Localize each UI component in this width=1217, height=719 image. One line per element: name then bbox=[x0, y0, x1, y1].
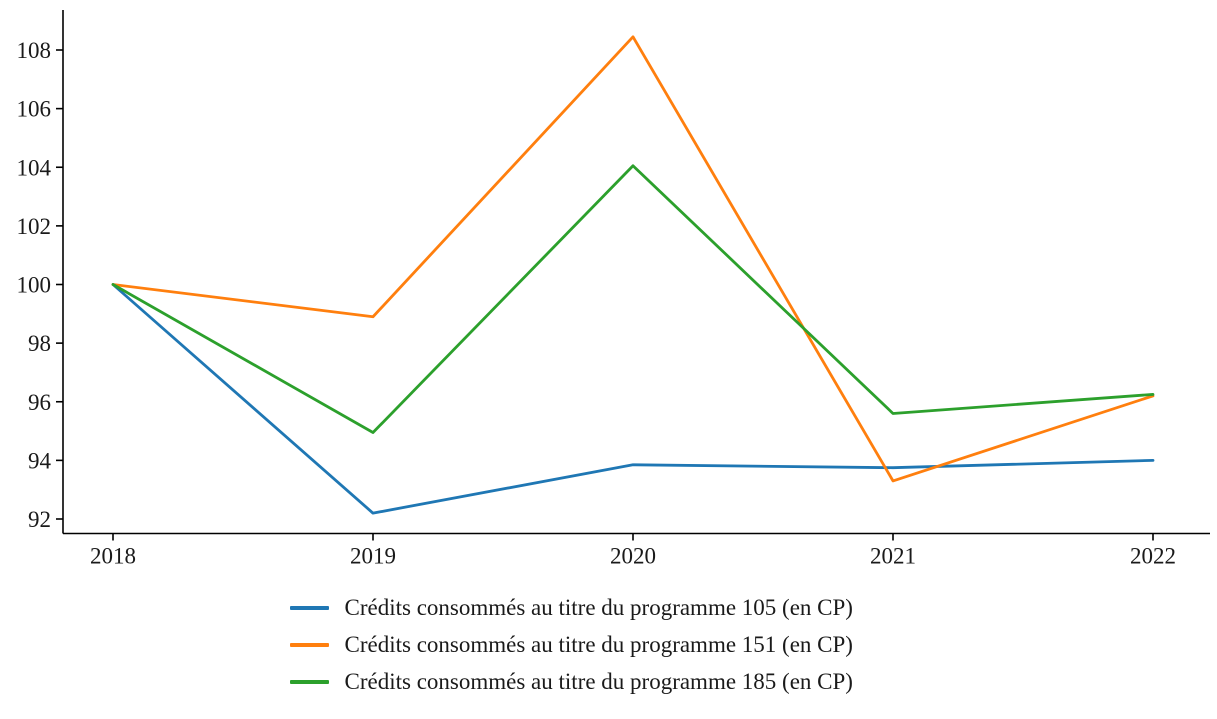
y-tick-label: 100 bbox=[17, 273, 52, 298]
line-series-151 bbox=[111, 35, 1155, 483]
y-tick-label: 106 bbox=[17, 97, 52, 122]
legend-label-151: Crédits consommés au titre du programme … bbox=[344, 631, 853, 657]
y-tick-label: 108 bbox=[17, 38, 52, 63]
y-tick-label: 92 bbox=[28, 507, 51, 532]
legend-item-programme-185: Crédits consommés au titre du programme … bbox=[289, 663, 938, 700]
line-series-185 bbox=[111, 164, 1155, 434]
x-tick-label: 2021 bbox=[870, 544, 916, 569]
legend-line-swatch-185 bbox=[289, 679, 329, 684]
legend-label-185: Crédits consommés au titre du programme … bbox=[344, 668, 853, 694]
y-tick-label: 104 bbox=[17, 155, 52, 180]
legend-label-105: Crédits consommés au titre du programme … bbox=[344, 594, 853, 620]
y-tick-label: 94 bbox=[28, 448, 52, 473]
legend-item-programme-105: Crédits consommés au titre du programme … bbox=[289, 589, 938, 626]
plot-area: 92 94 96 98 100 102 104 106 108 2018 2019 2020 2021 2… bbox=[17, 10, 1210, 569]
x-tick-label: 2020 bbox=[610, 544, 656, 569]
x-tick-label: 2022 bbox=[1130, 544, 1176, 569]
x-tick-label: 2018 bbox=[90, 544, 136, 569]
y-tick-label: 102 bbox=[17, 214, 52, 239]
y-tick-label: 96 bbox=[28, 390, 51, 415]
y-tick-label: 98 bbox=[28, 331, 51, 356]
legend-line-swatch-151 bbox=[289, 642, 329, 647]
x-tick-label: 2019 bbox=[350, 544, 396, 569]
line-series-105 bbox=[111, 283, 1155, 515]
legend-line-swatch-105 bbox=[289, 605, 329, 610]
legend-item-programme-151: Crédits consommés au titre du programme … bbox=[289, 626, 938, 663]
legend: Crédits consommés au titre du programme … bbox=[0, 589, 1217, 700]
